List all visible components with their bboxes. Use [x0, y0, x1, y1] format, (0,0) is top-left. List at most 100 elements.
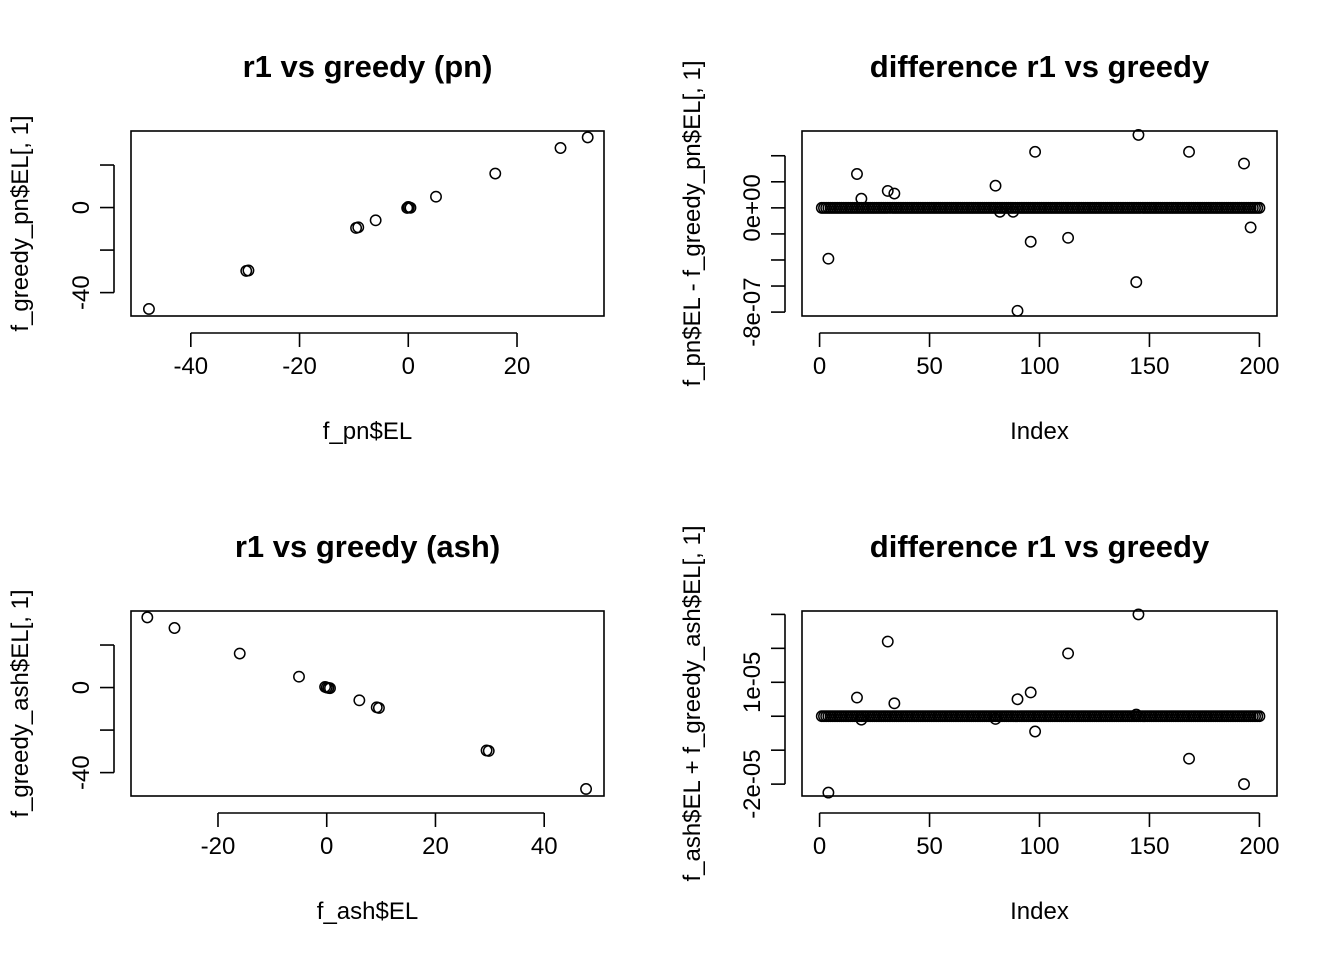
- x-tick-label: 200: [1239, 353, 1279, 380]
- data-point: [353, 694, 366, 707]
- data-point: [1024, 686, 1037, 699]
- x-tick-label: 150: [1129, 353, 1169, 380]
- panel-2: difference r1 vs greedy Index f_pn$EL - f_…: [679, 49, 1279, 445]
- y-axis-label: f_pn$EL - f_greedy_pn$EL[, 1]: [679, 60, 706, 386]
- data-points: [815, 128, 1266, 317]
- x-tick-label: 20: [504, 353, 531, 380]
- y-tick-label: 1e-05: [739, 652, 766, 713]
- plot-frame: [801, 130, 1278, 317]
- data-point: [1238, 778, 1250, 791]
- y-axis-label: f_greedy_ash$EL[, 1]: [7, 589, 34, 817]
- data-point: [851, 168, 863, 180]
- data-point: [1007, 205, 1020, 218]
- data-point: [372, 702, 385, 714]
- data-point: [402, 200, 415, 213]
- data-point: [855, 713, 868, 726]
- x-tick-label: 200: [1239, 833, 1279, 860]
- data-point: [324, 682, 336, 695]
- data-point: [822, 252, 835, 265]
- x-tick-label: 0: [320, 833, 333, 860]
- y-axis-label: f_greedy_pn$EL[, 1]: [7, 115, 34, 331]
- data-point: [1253, 201, 1266, 214]
- x-tick-label: -20: [201, 833, 236, 860]
- y-tick-label: -2e-05: [739, 749, 766, 818]
- data-point: [888, 697, 901, 710]
- data-point: [580, 783, 593, 795]
- data-point: [430, 190, 442, 203]
- data-point: [1132, 608, 1145, 621]
- data-point: [1062, 647, 1075, 660]
- data-point: [1062, 231, 1075, 244]
- data-point: [989, 712, 1002, 725]
- data-point: [1244, 221, 1257, 234]
- x-axis-label: Index: [1010, 898, 1069, 925]
- panel-4: difference r1 vs greedy Index f_ash$EL + f…: [679, 525, 1279, 925]
- data-point: [1183, 752, 1195, 765]
- data-point: [888, 187, 901, 200]
- data-points: [815, 608, 1266, 799]
- y-tick-label: 0e+00: [739, 174, 766, 241]
- data-point: [1238, 157, 1250, 170]
- x-tick-label: -20: [282, 353, 317, 380]
- x-tick-label: 50: [916, 833, 943, 860]
- plot-frame: [801, 610, 1278, 797]
- data-point: [233, 647, 246, 660]
- data-point: [1130, 708, 1143, 721]
- x-tick-label: 0: [813, 353, 826, 380]
- data-point: [1183, 145, 1195, 158]
- x-tick-label: 0: [402, 353, 415, 380]
- data-point: [822, 786, 835, 799]
- panel-1: r1 vs greedy (pn) f_pn$EL f_greedy_pn$EL[,…: [7, 49, 605, 445]
- x-tick-label: 150: [1129, 833, 1169, 860]
- x-tick-label: 40: [531, 833, 558, 860]
- data-point: [141, 611, 154, 624]
- data-point: [1253, 710, 1266, 723]
- data-point: [482, 744, 495, 757]
- data-point: [352, 221, 365, 234]
- data-point: [1132, 128, 1145, 141]
- data-point: [1029, 725, 1042, 738]
- y-axis-label: f_ash$EL + f_greedy_ash$EL[, 1]: [679, 525, 706, 881]
- x-tick-label: 50: [916, 353, 943, 380]
- data-point: [242, 264, 255, 277]
- data-point: [369, 214, 382, 227]
- chart-title: difference r1 vs greedy: [870, 49, 1210, 84]
- x-tick-label: 20: [422, 833, 449, 860]
- y-tick-label: 0: [68, 681, 95, 694]
- y-tick-label: -40: [68, 755, 95, 790]
- data-point: [1029, 145, 1042, 158]
- data-points: [141, 611, 593, 795]
- data-point: [168, 622, 181, 634]
- x-axis-label: Index: [1010, 418, 1069, 445]
- x-axis-label: f_ash$EL: [317, 898, 418, 925]
- x-tick-label: 100: [1019, 353, 1059, 380]
- data-point: [1024, 235, 1037, 248]
- y-tick-label: 0: [68, 201, 95, 214]
- data-point: [489, 167, 502, 180]
- data-point: [851, 691, 863, 704]
- x-tick-label: -40: [173, 353, 208, 380]
- chart-title: difference r1 vs greedy: [870, 529, 1210, 564]
- data-point: [881, 635, 894, 648]
- data-point: [1011, 693, 1024, 706]
- data-point: [554, 142, 567, 154]
- data-point: [855, 192, 868, 205]
- data-point: [1011, 304, 1024, 317]
- x-tick-label: 100: [1019, 833, 1059, 860]
- data-point: [1130, 276, 1143, 289]
- plot-frame: [130, 130, 605, 317]
- x-tick-label: 0: [813, 833, 826, 860]
- y-tick-label: -8e-07: [739, 277, 766, 346]
- data-point: [881, 184, 894, 197]
- panel-3: r1 vs greedy (ash) f_ash$EL f_greedy_ash$E…: [7, 529, 605, 925]
- plot-frame: [130, 610, 605, 797]
- chart-title: r1 vs greedy (ash): [235, 529, 500, 564]
- data-point: [581, 131, 594, 144]
- chart-title: r1 vs greedy (pn): [243, 49, 493, 84]
- data-point: [293, 670, 305, 683]
- x-axis-label: f_pn$EL: [323, 418, 412, 445]
- data-points: [142, 131, 594, 315]
- data-point: [989, 179, 1002, 192]
- data-point: [142, 303, 155, 315]
